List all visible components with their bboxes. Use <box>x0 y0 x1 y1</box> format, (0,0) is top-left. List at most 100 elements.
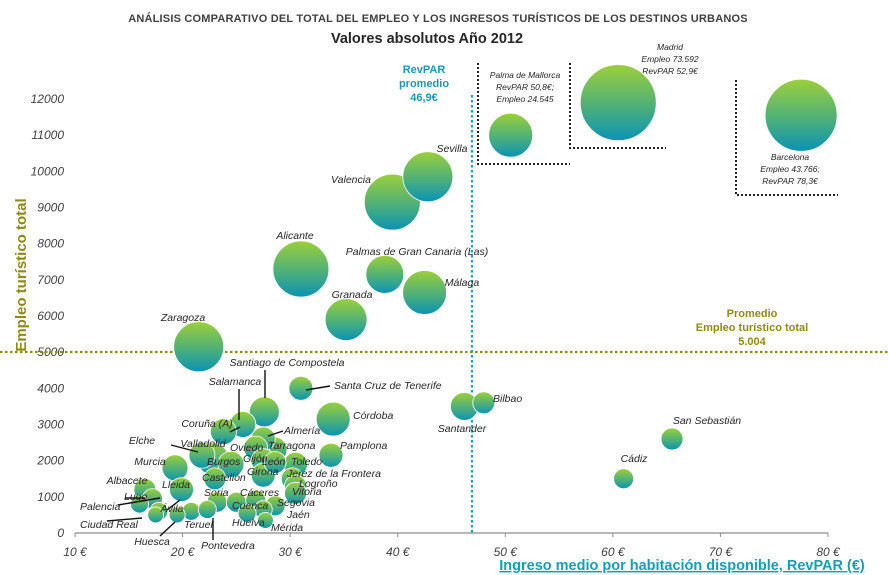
bubble-castell-n <box>203 467 227 491</box>
bubble-c-rdoba <box>315 401 351 437</box>
outlier-boxes: Palma de Mallorca RevPAR 50,8€; Empleo 24.… <box>477 42 838 196</box>
point-label-santiago-de-compostela: Santiago de Compostela <box>230 357 345 369</box>
point-label-almer-a: Almería <box>283 425 320 437</box>
point-label-lleida: Lleida <box>162 479 190 491</box>
y-tick-label: 3000 <box>37 418 64 432</box>
bubble-bilbao <box>472 391 496 415</box>
point-label-vitoria: Vitoria <box>292 486 322 498</box>
bubble-madrid <box>579 64 657 142</box>
madrid-note: RevPAR 52,9€ <box>642 66 699 76</box>
point-label-santa-cruz-de-tenerife: Santa Cruz de Tenerife <box>334 380 442 392</box>
x-tick-label: 30 € <box>278 545 303 559</box>
point-label-burgos: Burgos <box>207 456 241 468</box>
point-label-cuenca: Cuenca <box>232 500 268 512</box>
palma-note: Empleo 24.545 <box>496 94 553 104</box>
barcelona-note: Barcelona <box>771 152 810 162</box>
point-label-c-ceres: Cáceres <box>240 487 280 499</box>
empleo-average-label: Promedio <box>727 308 778 320</box>
point-label-sevilla: Sevilla <box>437 143 468 155</box>
y-tick-label: 9000 <box>37 201 64 215</box>
x-tick-label: 10 € <box>63 545 88 559</box>
point-label-logro-o: Logroño <box>299 478 338 490</box>
point-label-huelva: Huelva <box>232 517 265 529</box>
point-label-coru-a-a-: Coruña (A) <box>181 418 232 430</box>
chart-subtitle: Valores absolutos Año 2012 <box>331 31 523 47</box>
point-label-san-sebasti-n: San Sebastián <box>673 415 741 427</box>
x-axis-label: Ingreso medio por habitación disponible,… <box>499 558 865 574</box>
bubble-ciudad-real <box>147 506 165 524</box>
bubble-lleida <box>169 477 194 503</box>
bubble-huelva <box>237 503 257 523</box>
chart-title: ANÁLISIS COMPARATIVO DEL TOTAL DEL EMPLE… <box>128 12 748 25</box>
axes: 10 € 20 € 30 € 40 € 50 € 60 € 70 € 80 € 0 1000 200… <box>31 92 841 559</box>
point-label-teruel: Teruel <box>184 519 213 531</box>
point-label-gij-n: Gijón <box>243 453 268 465</box>
bubbles <box>130 64 838 529</box>
bubble-murcia <box>161 454 189 482</box>
point-label-soria: Soria <box>204 487 229 499</box>
point-label-c-rdoba: Córdoba <box>353 410 393 422</box>
reference-lines: RevPAR promedio 46,9€ Promedio Empleo turíst… <box>0 64 889 533</box>
x-tick-label: 80 € <box>816 545 841 559</box>
empleo-average-label: Empleo turístico total <box>696 322 808 334</box>
point-label-salamanca: Salamanca <box>209 376 262 388</box>
madrid-note: Madrid <box>657 42 683 52</box>
palma-box <box>477 63 570 165</box>
y-tick-label: 10000 <box>31 164 65 178</box>
bubble-granada <box>324 298 368 342</box>
point-label-oviedo: Oviedo <box>230 442 263 454</box>
bubble-palencia <box>130 494 149 514</box>
x-tick-label: 20 € <box>170 545 196 559</box>
point-label-granada: Granada <box>332 289 373 301</box>
point-label-huesca: Huesca <box>134 536 170 548</box>
barcelona-note: RevPAR 78,3€ <box>762 176 819 186</box>
bubble-sevilla <box>402 151 454 203</box>
point-label-toledo: Toledo <box>291 456 322 468</box>
x-tick-label: 60 € <box>601 545 626 559</box>
point-label--vila: Ávila <box>160 502 184 515</box>
revpar-average-label: promedio <box>399 78 449 90</box>
point-label-albacete: Albacete <box>106 475 148 487</box>
point-label-valencia: Valencia <box>331 174 371 186</box>
madrid-note: Empleo 73.592 <box>641 54 698 64</box>
leader-arrow <box>106 517 143 522</box>
bubble-elche <box>188 441 216 469</box>
bubble-c-diz <box>613 468 635 490</box>
y-tick-label: 12000 <box>31 92 65 106</box>
revpar-average-label: RevPAR <box>403 64 446 76</box>
point-label-m-laga: Málaga <box>445 277 480 289</box>
x-tick-label: 50 € <box>494 545 519 559</box>
bubble-zaragoza <box>173 321 225 373</box>
bubble-le-n <box>263 451 287 474</box>
leader-arrow <box>159 521 176 537</box>
barcelona-note: Empleo 43.766; <box>760 164 820 174</box>
point-label-pontevedra: Pontevedra <box>201 540 255 552</box>
y-tick-label: 11000 <box>32 128 65 142</box>
leader-arrow <box>170 444 199 453</box>
point-label-murcia: Murcia <box>134 456 166 468</box>
leader-arrow <box>229 426 241 433</box>
y-tick-label: 7000 <box>37 273 64 287</box>
leader-arrow <box>166 499 181 511</box>
revpar-average-label: 46,9€ <box>410 92 438 104</box>
y-tick-label: 2000 <box>36 454 64 468</box>
point-label-zaragoza: Zaragoza <box>160 312 206 324</box>
point-label-castell-n: Castellón <box>202 472 246 484</box>
point-label-c-diz: Cádiz <box>621 453 649 465</box>
point-label-tarragona: Tarragona <box>268 440 316 452</box>
point-label-le-n: León <box>262 456 286 468</box>
point-label-valladolid: Valladolid <box>180 438 226 450</box>
bubble-huesca <box>168 506 186 524</box>
point-label-alicante: Alicante <box>275 230 314 242</box>
bubble-santa-cruz-de-tenerife <box>288 375 314 401</box>
bubble-pamplona <box>318 442 344 468</box>
point-label-ja-n: Jaén <box>286 509 310 521</box>
point-label-lugo: Lugo <box>124 491 148 503</box>
point-label-ciudad-real: Ciudad Real <box>80 519 138 531</box>
point-label-segovia: Segovia <box>277 497 315 509</box>
bubble-vitoria <box>284 481 307 505</box>
bubble-pontevedra <box>197 500 217 519</box>
point-label-girona: Girona <box>247 466 279 478</box>
y-tick-label: 8000 <box>37 237 64 251</box>
